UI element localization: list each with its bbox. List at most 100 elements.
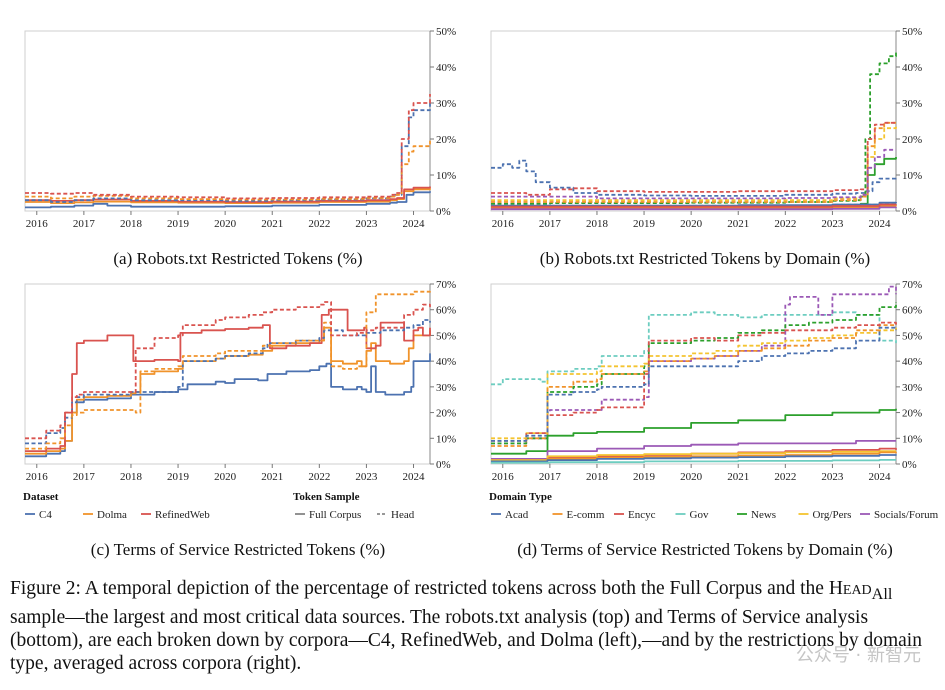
x-tick-label: 2022 bbox=[774, 218, 796, 230]
y-tick-label: 70% bbox=[436, 279, 456, 291]
legend-item: News bbox=[751, 509, 776, 521]
y-tick-label: 10% bbox=[436, 433, 456, 445]
x-tick-label: 2023 bbox=[821, 218, 844, 230]
series-line-acad-head bbox=[491, 159, 897, 197]
series-line-socials-forum-full bbox=[491, 440, 896, 460]
y-tick-label: 40% bbox=[902, 62, 922, 74]
x-tick-label: 2016 bbox=[492, 471, 515, 483]
caption-head: Head bbox=[828, 578, 872, 599]
x-tick-label: 2020 bbox=[214, 471, 237, 483]
x-tick-label: 2021 bbox=[261, 471, 283, 483]
x-tick-label: 2024 bbox=[869, 218, 892, 230]
x-tick-label: 2021 bbox=[727, 218, 749, 230]
x-tick-label: 2018 bbox=[586, 471, 609, 483]
series-line-acad-head bbox=[491, 326, 897, 442]
y-tick-label: 30% bbox=[902, 382, 922, 394]
legend-item: Encyc bbox=[628, 509, 656, 521]
legend-item: Org/Pers bbox=[813, 509, 852, 521]
series-line-c4-head bbox=[25, 319, 431, 445]
x-tick-label: 2019 bbox=[167, 471, 190, 483]
series-line-gov-head bbox=[491, 311, 897, 386]
x-tick-label: 2019 bbox=[633, 218, 656, 230]
x-tick-label: 2024 bbox=[869, 471, 892, 483]
caption-rest: sample—the largest and most critical dat… bbox=[10, 606, 922, 674]
y-tick-label: 20% bbox=[436, 134, 456, 146]
x-tick-label: 2024 bbox=[403, 218, 426, 230]
plot-frame bbox=[24, 283, 431, 465]
x-tick-label: 2016 bbox=[26, 471, 49, 483]
y-tick-label: 10% bbox=[902, 170, 922, 182]
series-line-socials-forum-head bbox=[491, 148, 896, 200]
x-tick-label: 2019 bbox=[167, 218, 190, 230]
caption-lead: Figure 2: A temporal depiction of the pe… bbox=[10, 578, 829, 599]
legend-title: Domain Type bbox=[489, 491, 552, 503]
series-line-refinedweb-head bbox=[25, 301, 431, 440]
y-tick-label: 60% bbox=[436, 305, 456, 317]
panel-caption: (c) Terms of Service Restricted Tokens (… bbox=[91, 540, 385, 559]
y-tick-label: 0% bbox=[902, 206, 917, 218]
x-tick-label: 2020 bbox=[680, 471, 703, 483]
x-tick-label: 2022 bbox=[774, 471, 796, 483]
x-tick-label: 2017 bbox=[73, 471, 96, 483]
legend-title: Token Sample bbox=[293, 491, 360, 503]
panel-caption: (b) Robots.txt Restricted Tokens by Doma… bbox=[540, 249, 870, 268]
series-line-dolma-head bbox=[25, 140, 431, 201]
panel-caption: (d) Terms of Service Restricted Tokens b… bbox=[517, 540, 893, 559]
series-line-e-comm-full bbox=[491, 204, 897, 209]
x-tick-label: 2023 bbox=[355, 471, 378, 483]
panel-a: 2016 2017 2018 2019 2020 2021 2022 2023 2024 0% 10… bbox=[24, 26, 456, 268]
y-tick-label: 50% bbox=[436, 330, 456, 342]
series-line-dolma-head bbox=[25, 290, 431, 450]
series-line-e-comm-head bbox=[491, 121, 896, 203]
x-tick-label: 2018 bbox=[120, 218, 143, 230]
series-line-gov-full bbox=[491, 459, 896, 464]
series-line-refinedweb-full bbox=[25, 308, 431, 452]
series-line-dolma-full bbox=[25, 326, 431, 455]
panel-c: 2016 2017 2018 2019 2020 2021 2022 2023 2024 0% 10… bbox=[23, 279, 456, 559]
panel-d: 2016 2017 2018 2019 2020 2021 2022 2023 2024 0% 10… bbox=[489, 279, 939, 559]
legend-title: Dataset bbox=[23, 491, 59, 503]
x-tick-label: 2017 bbox=[73, 218, 96, 230]
series-line-encyc-head bbox=[491, 121, 896, 196]
series-line-socials-forum-head bbox=[491, 285, 897, 445]
legend-item: E-comm bbox=[567, 509, 605, 521]
y-tick-label: 40% bbox=[902, 356, 922, 368]
legend-item: Acad bbox=[505, 509, 529, 521]
figure: 2016 2017 2018 2019 2020 2021 2022 2023 2024 0% 10… bbox=[23, 26, 939, 559]
x-tick-label: 2016 bbox=[26, 218, 49, 230]
x-tick-label: 2020 bbox=[680, 218, 703, 230]
y-tick-label: 30% bbox=[436, 382, 456, 394]
watermark: 公众号 · 新智元 bbox=[795, 645, 921, 666]
x-tick-label: 2023 bbox=[821, 471, 844, 483]
series-line-socials-forum-full bbox=[491, 206, 897, 211]
legend-item: C4 bbox=[39, 509, 52, 521]
legend-item: Full Corpus bbox=[309, 509, 361, 521]
y-tick-label: 0% bbox=[436, 459, 451, 471]
series-line-acad-full bbox=[491, 454, 897, 463]
y-tick-label: 50% bbox=[902, 330, 922, 342]
x-tick-label: 2021 bbox=[261, 218, 283, 230]
panel-caption: (a) Robots.txt Restricted Tokens (%) bbox=[113, 249, 362, 268]
plot-frame bbox=[24, 30, 431, 212]
series-line-c4-full bbox=[25, 191, 431, 209]
x-tick-label: 2017 bbox=[539, 218, 562, 230]
legend-item: Socials/Forum bbox=[874, 509, 939, 521]
x-tick-label: 2021 bbox=[727, 471, 749, 483]
y-tick-label: 10% bbox=[902, 433, 922, 445]
x-tick-label: 2024 bbox=[403, 471, 426, 483]
y-tick-label: 0% bbox=[436, 206, 451, 218]
x-tick-label: 2020 bbox=[214, 218, 237, 230]
y-tick-label: 0% bbox=[902, 459, 917, 471]
series-line-org-pers-head bbox=[491, 327, 897, 440]
legend-item: Head bbox=[391, 509, 415, 521]
x-tick-label: 2023 bbox=[355, 218, 378, 230]
series-line-encyc-head bbox=[491, 321, 897, 442]
x-tick-label: 2016 bbox=[492, 218, 515, 230]
y-tick-label: 70% bbox=[902, 279, 922, 291]
y-tick-label: 30% bbox=[436, 98, 456, 110]
panel-b: 2016 2017 2018 2019 2020 2021 2022 2023 2024 0% 10… bbox=[490, 26, 922, 268]
x-tick-label: 2017 bbox=[539, 471, 562, 483]
series-line-c4-head bbox=[25, 101, 431, 203]
legend-item: RefinedWeb bbox=[155, 509, 210, 521]
series-line-c4-full bbox=[25, 353, 431, 458]
